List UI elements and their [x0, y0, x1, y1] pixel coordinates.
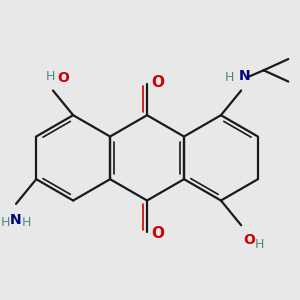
Text: O: O	[243, 233, 255, 247]
Text: H: H	[21, 216, 31, 229]
Text: O: O	[152, 226, 164, 241]
Text: N: N	[10, 213, 22, 227]
Text: H: H	[1, 216, 10, 229]
Text: N: N	[239, 69, 250, 82]
Text: H: H	[225, 71, 235, 84]
Text: H: H	[46, 70, 56, 83]
Text: H: H	[255, 238, 264, 250]
Text: O: O	[57, 71, 69, 85]
Text: O: O	[152, 75, 164, 90]
